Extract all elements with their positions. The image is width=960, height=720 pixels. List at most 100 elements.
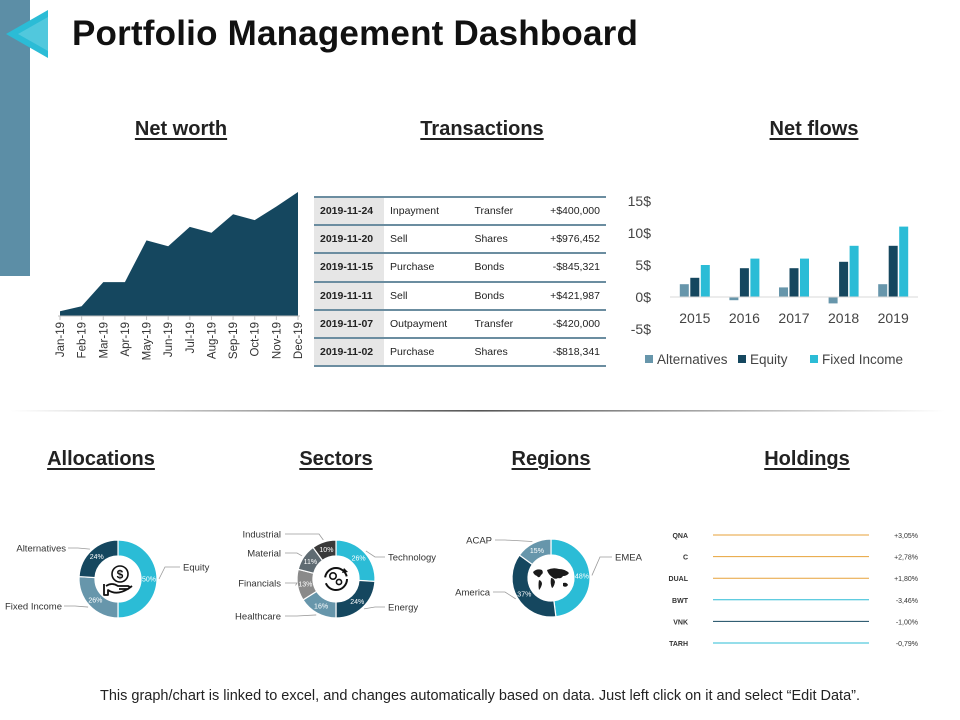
allocations-chart: 50% Equity 26% Fixed Income 24% Alternatives $	[5, 539, 210, 619]
type-cell: Sell	[384, 225, 469, 255]
x-tick-label: Jun-19	[163, 322, 175, 357]
leader-line	[363, 606, 385, 610]
x-tick-label: Feb-19	[77, 322, 89, 358]
holdings-chart: QNA +3,05% C +2,78% DUAL +1,80% BWT -3,46% VNK -1…	[669, 533, 918, 648]
x-tick-label: 2016	[729, 310, 760, 326]
table-row: 2019-11-15 Purchase Bonds -$845,321	[314, 253, 606, 283]
slice-label: Financials	[238, 579, 281, 590]
leader-line	[158, 566, 180, 580]
holding-change: +2,78%	[894, 555, 918, 562]
net-worth-title: Net worth	[134, 118, 228, 140]
net-flows-bar	[779, 287, 788, 297]
asset-cell: Transfer	[468, 309, 531, 339]
asset-cell: Bonds	[468, 253, 531, 283]
x-tick-label: Jul-19	[185, 322, 197, 353]
x-tick-label: 2019	[878, 310, 909, 326]
slice-label: Healthcare	[235, 612, 281, 623]
x-tick-label: Apr-19	[120, 322, 132, 357]
holding-name: C	[683, 555, 688, 562]
net-flows-bar	[690, 277, 700, 297]
x-tick-label: Sep-19	[228, 322, 240, 359]
leader-line	[285, 552, 303, 557]
x-tick-label: Oct-19	[250, 322, 262, 357]
table-row: 2019-11-11 Sell Bonds +$421,987	[314, 281, 606, 311]
type-cell: Purchase	[384, 337, 469, 368]
leader-line	[493, 591, 516, 600]
transactions-table: 2019-11-24 Inpayment Transfer +$400,000 2019…	[314, 195, 606, 368]
slice-pct-label: 11%	[304, 559, 318, 566]
x-tick-label: Jan-19	[55, 322, 67, 357]
slice-label: Alternatives	[16, 544, 66, 555]
net-flows-bar	[899, 226, 909, 297]
net-flows-chart: 15$ 10$ 5$ 0$ -5$ 2015 2016 2017 2018 2019 Alterna…	[628, 193, 918, 367]
asset-cell: Shares	[468, 337, 531, 368]
donut-slice	[511, 554, 557, 618]
x-tick-label: Mar-19	[98, 322, 110, 358]
slice-pct-label: 50%	[142, 577, 156, 584]
net-flows-bar	[679, 284, 689, 297]
gear-cycle-icon	[324, 567, 348, 591]
net-flows-bar	[828, 297, 838, 304]
leader-line	[64, 605, 89, 608]
left-accent-band	[0, 0, 30, 276]
sectors-title: Sectors	[299, 448, 373, 470]
slice-label: America	[455, 588, 491, 599]
holding-name: VNK	[673, 619, 688, 626]
net-flows-bar	[839, 261, 849, 297]
slice-pct-label: 24%	[90, 554, 104, 561]
net-flows-bar	[800, 258, 809, 297]
x-tick-label: Aug-19	[206, 322, 218, 359]
donut-slice	[117, 539, 158, 619]
y-tick-label: 0$	[635, 289, 651, 305]
leader-line	[591, 556, 612, 576]
legend-label: Alternatives	[657, 352, 728, 367]
net-flows-bar	[849, 245, 859, 297]
section-divider	[10, 410, 945, 412]
date-cell: 2019-11-20	[314, 225, 384, 255]
type-cell: Sell	[384, 281, 469, 311]
slice-label: EMEA	[615, 553, 643, 564]
holding-change: -3,46%	[896, 598, 918, 605]
amount-cell: +$421,987	[530, 281, 606, 311]
type-cell: Inpayment	[384, 195, 469, 227]
holding-name: TARH	[669, 641, 688, 648]
donut-slice	[518, 538, 552, 566]
amount-cell: -$818,341	[530, 337, 606, 368]
legend-swatch	[810, 355, 818, 363]
net-flows-bar	[739, 268, 749, 297]
net-flows-bar	[878, 284, 888, 297]
back-arrow-icon[interactable]	[2, 6, 60, 62]
table-row: 2019-11-24 Inpayment Transfer +$400,000	[314, 195, 606, 227]
table-row: 2019-11-20 Sell Shares +$976,452	[314, 225, 606, 255]
x-tick-label: Nov-19	[271, 322, 283, 359]
y-tick-label: 10$	[628, 225, 652, 241]
amount-cell: -$845,321	[530, 253, 606, 283]
holding-change: -0,79%	[896, 641, 918, 648]
legend-swatch	[645, 355, 653, 363]
money-hand-icon: $	[103, 565, 133, 596]
y-tick-label: -5$	[631, 321, 651, 337]
legend-label: Equity	[750, 352, 788, 367]
x-tick-label: May-19	[142, 322, 154, 360]
slice-label: ACAP	[466, 536, 492, 547]
type-cell: Purchase	[384, 253, 469, 283]
holding-change: +3,05%	[894, 533, 918, 540]
world-map-icon	[533, 568, 569, 590]
leader-line	[285, 582, 298, 586]
date-cell: 2019-11-15	[314, 253, 384, 283]
leader-line	[68, 547, 90, 550]
slice-pct-label: 37%	[517, 591, 531, 598]
allocations-title: Allocations	[47, 448, 155, 470]
leader-line	[495, 539, 533, 542]
donut-slice	[550, 538, 591, 618]
footer-note: This graph/chart is linked to excel, and…	[99, 688, 861, 704]
y-tick-label: 5$	[635, 257, 651, 273]
slice-label: Industrial	[242, 530, 281, 541]
slice-pct-label: 24%	[350, 599, 364, 606]
asset-cell: Shares	[468, 225, 531, 255]
date-cell: 2019-11-24	[314, 195, 384, 227]
page-title: Portfolio Management Dashboard	[72, 14, 639, 53]
date-cell: 2019-11-02	[314, 337, 384, 368]
slice-pct-label: 26%	[352, 555, 366, 562]
legend-swatch	[738, 355, 746, 363]
